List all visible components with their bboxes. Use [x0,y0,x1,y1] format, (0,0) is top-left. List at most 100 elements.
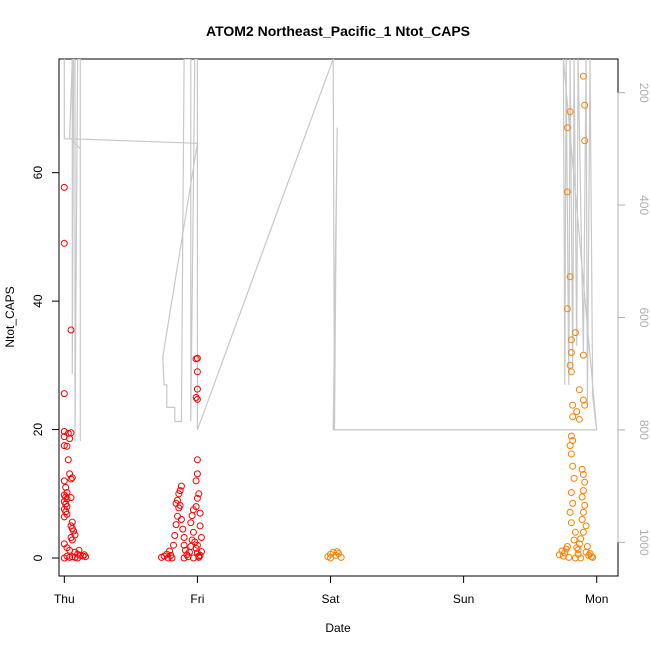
data-point [581,137,589,145]
data-point [193,494,201,502]
data-point [66,435,74,443]
data-point [193,368,201,376]
data-point [196,551,204,559]
data-point [60,239,68,247]
x-tick-label: Mon [585,592,608,606]
data-point [327,554,334,562]
data-point [170,541,177,549]
data-point [188,512,196,520]
y-axis-label: Ntot_CAPS [3,286,17,347]
data-point [567,432,575,440]
data-point [192,503,200,511]
data-point [581,401,589,409]
data-point [62,493,70,501]
y2-axis: 200 400 600 800 1000 [617,83,650,556]
data-point [68,518,76,526]
data-point [565,553,573,561]
x-axis: Thu Fri Sat Sun Mon [54,575,608,606]
chart-title: ATOM2 Northeast_Pacific_1 Ntot_CAPS [206,23,470,39]
data-point [172,499,180,507]
data-point [567,349,575,356]
data-point [181,546,189,554]
y-tick-label: 0 [31,554,45,561]
data-point [195,490,203,498]
x-tick-label: Sat [322,592,341,606]
data-point [166,547,173,555]
data-point [563,188,571,196]
data-point [63,442,71,450]
data-point [579,72,587,80]
data-point [567,450,575,458]
data-point [579,487,587,495]
data-point [60,513,68,521]
data-point [193,395,201,403]
data-point [67,326,75,334]
data-point [60,428,68,435]
data-point [193,456,201,464]
data-point [171,532,179,539]
data-point [179,525,187,533]
data-point [192,544,200,552]
data-point [68,536,76,544]
data-point [569,499,577,507]
data-point [187,519,195,527]
data-point [574,546,582,554]
data-point [176,487,184,495]
data-point [581,478,589,486]
data-point [571,528,579,536]
data-point [71,553,79,561]
data-point [172,521,180,529]
data-point [197,534,205,541]
y2-tick-label: 800 [637,420,650,440]
data-point [192,477,200,485]
data-point [64,456,72,464]
x-tick-label: Fri [190,592,204,606]
plot-area [58,58,619,577]
data-point [174,512,181,520]
data-point [197,548,205,556]
data-point [67,475,75,483]
data-point [570,536,578,544]
data-point [579,528,587,536]
data-point [62,483,70,491]
data-point [579,508,587,516]
data-point [579,351,587,359]
data-point [577,554,585,562]
data-point [193,470,201,478]
data-point [60,183,68,191]
data-point [578,516,586,523]
data-point [67,494,75,502]
series-2 [324,72,597,562]
data-point [566,273,574,281]
data-point [196,522,204,530]
data-point [68,474,76,482]
data-point [189,528,197,536]
y-tick-label: 40 [31,294,45,308]
data-point [75,546,83,554]
data-point [563,305,571,313]
data-point [579,396,587,404]
data-point [578,465,586,473]
data-points [60,72,597,562]
data-point [558,547,566,555]
data-point [566,108,574,116]
data-point [164,554,172,562]
data-point [571,329,579,337]
data-point [582,522,590,530]
y-tick-label: 60 [31,166,45,180]
y2-tick-label: 200 [637,83,650,103]
data-point [195,553,203,561]
data-point [566,361,574,369]
data-point [193,385,201,393]
data-point [196,509,204,517]
x-tick-label: Sun [453,592,474,606]
altitude-series [63,59,598,442]
data-point [567,336,575,344]
data-point [82,553,90,561]
data-point [575,386,583,394]
data-point [567,519,575,527]
data-point [569,413,577,421]
data-point [569,462,577,470]
data-point [177,482,185,490]
y-tick-label: 20 [31,423,45,437]
